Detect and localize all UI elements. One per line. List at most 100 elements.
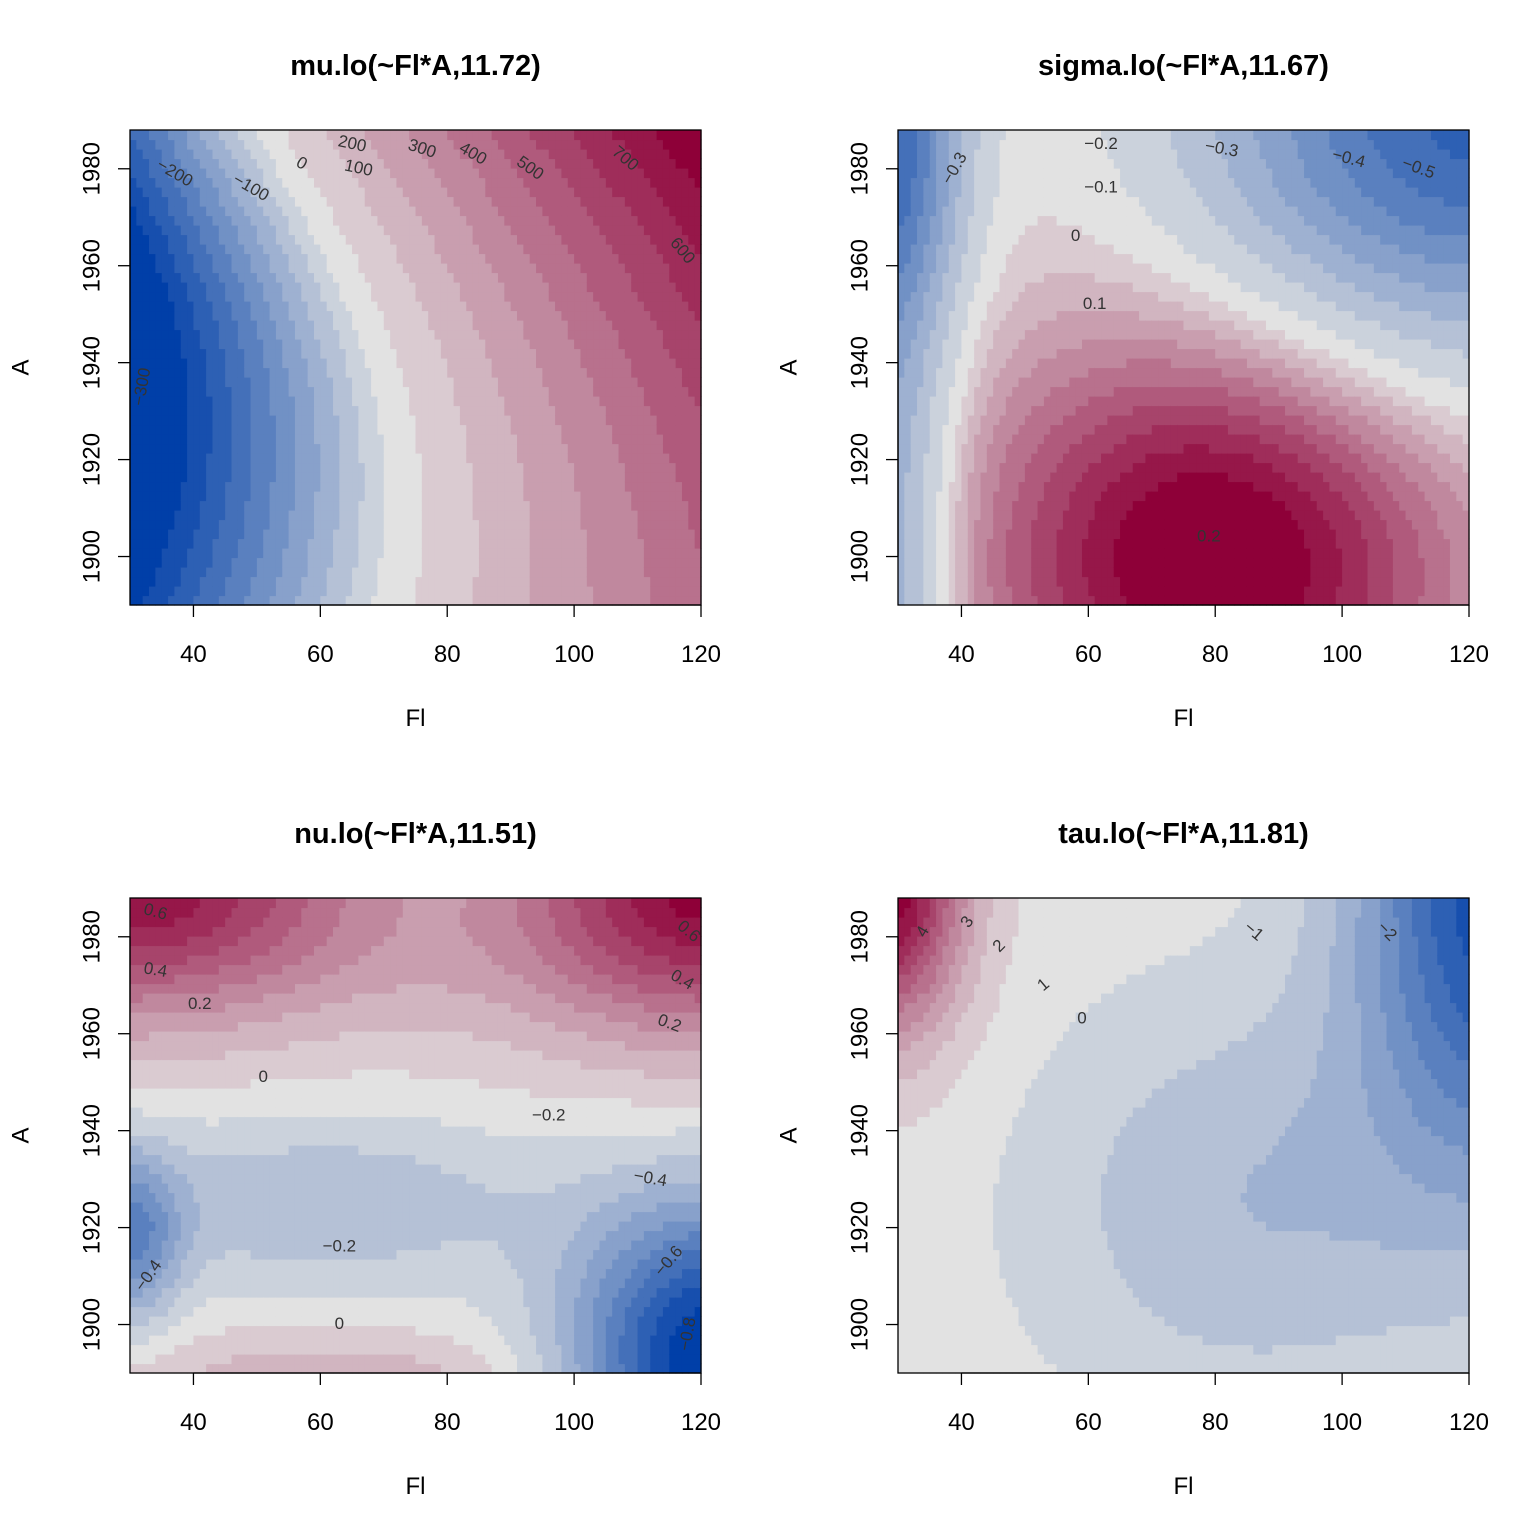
heatmap-cell: [428, 529, 436, 540]
heatmap-cell: [923, 481, 931, 492]
heatmap-cell: [904, 358, 912, 369]
heatmap-cell: [618, 263, 626, 274]
heatmap-cell: [301, 301, 309, 312]
heatmap-cell: [529, 358, 537, 369]
heatmap-cell: [580, 519, 588, 530]
heatmap-cell: [904, 538, 912, 549]
heatmap-cell: [574, 405, 582, 416]
heatmap-cell: [339, 548, 347, 559]
heatmap-cell: [555, 244, 563, 255]
heatmap-cell: [586, 576, 594, 587]
heatmap-cell: [244, 472, 252, 483]
heatmap-cell: [948, 215, 956, 226]
heatmap-cell: [923, 538, 931, 549]
heatmap-cell: [193, 519, 201, 530]
heatmap-cell: [377, 272, 385, 283]
heatmap-cell: [624, 548, 632, 559]
heatmap-cell: [923, 500, 931, 511]
heatmap-cell: [301, 130, 309, 141]
heatmap-cell: [923, 301, 931, 312]
heatmap-cell: [485, 538, 493, 549]
heatmap-cell: [574, 595, 582, 606]
heatmap-cell: [510, 472, 518, 483]
heatmap-cell: [225, 196, 233, 207]
heatmap-cell: [193, 529, 201, 540]
heatmap-cell: [345, 396, 353, 407]
heatmap-cell: [612, 139, 620, 150]
heatmap-cell: [910, 348, 918, 359]
heatmap-cell: [390, 196, 398, 207]
heatmap-cell: [231, 158, 239, 169]
heatmap-cell: [917, 339, 924, 350]
heatmap-cell: [561, 196, 569, 207]
heatmap-cell: [377, 481, 385, 492]
heatmap-cell: [358, 196, 366, 207]
heatmap-cell: [948, 386, 956, 397]
heatmap-cell: [250, 557, 258, 568]
heatmap-cell: [593, 358, 601, 369]
heatmap-cell: [599, 472, 607, 483]
heatmap-cell: [523, 586, 531, 597]
heatmap-cell: [320, 443, 328, 454]
heatmap-cell: [250, 130, 258, 141]
heatmap-cell: [517, 187, 524, 198]
heatmap-cell: [313, 187, 321, 198]
heatmap-cell: [898, 358, 905, 369]
heatmap-cell: [536, 272, 543, 283]
heatmap-cell: [377, 263, 385, 274]
heatmap-cell: [231, 576, 239, 587]
heatmap-cell: [485, 339, 493, 350]
heatmap-cell: [326, 310, 334, 321]
heatmap-cell: [409, 272, 417, 283]
heatmap-cell: [383, 253, 391, 264]
heatmap-cell: [244, 348, 252, 359]
heatmap-cell: [681, 386, 689, 397]
heatmap-cell: [256, 291, 264, 302]
heatmap-cell: [237, 187, 245, 198]
heatmap-cell: [231, 481, 239, 492]
heatmap-cell: [459, 424, 467, 435]
heatmap-cell: [580, 367, 588, 378]
heatmap-cell: [174, 529, 182, 540]
heatmap-cell: [485, 548, 493, 559]
heatmap-cell: [237, 291, 245, 302]
heatmap-cell: [523, 453, 531, 464]
heatmap-cell: [618, 358, 626, 369]
heatmap-cell: [187, 282, 195, 293]
heatmap-cell: [656, 443, 664, 454]
heatmap-cell: [491, 462, 499, 473]
heatmap-cell: [942, 424, 950, 435]
heatmap-cell: [174, 434, 182, 445]
heatmap-cell: [168, 472, 176, 483]
heatmap-cell: [624, 206, 632, 217]
heatmap-cell: [440, 310, 448, 321]
heatmap-cell: [218, 500, 226, 511]
heatmap-cell: [294, 320, 302, 331]
heatmap-cell: [593, 320, 601, 331]
heatmap-cell: [904, 339, 912, 350]
heatmap-cell: [396, 405, 404, 416]
heatmap-cell: [485, 149, 493, 160]
heatmap-cell: [377, 329, 385, 340]
heatmap-cell: [326, 329, 334, 340]
heatmap-cell: [478, 396, 486, 407]
heatmap-cell: [542, 424, 550, 435]
heatmap-cell: [256, 339, 264, 350]
heatmap-cell: [142, 367, 150, 378]
heatmap-cell: [313, 168, 321, 179]
heatmap-cell: [688, 177, 696, 188]
heatmap-cell: [383, 415, 391, 426]
heatmap-cell: [339, 139, 347, 150]
heatmap-cell: [643, 481, 651, 492]
heatmap-cell: [548, 510, 556, 521]
heatmap-cell: [155, 339, 163, 350]
heatmap-cell: [567, 462, 575, 473]
heatmap-cell: [904, 586, 912, 597]
heatmap-cell: [142, 263, 150, 274]
heatmap-cell: [631, 491, 639, 502]
heatmap-cell: [269, 405, 277, 416]
heatmap-cell: [656, 424, 664, 435]
heatmap-cell: [421, 386, 429, 397]
heatmap-cell: [193, 472, 201, 483]
heatmap-cell: [168, 377, 176, 388]
